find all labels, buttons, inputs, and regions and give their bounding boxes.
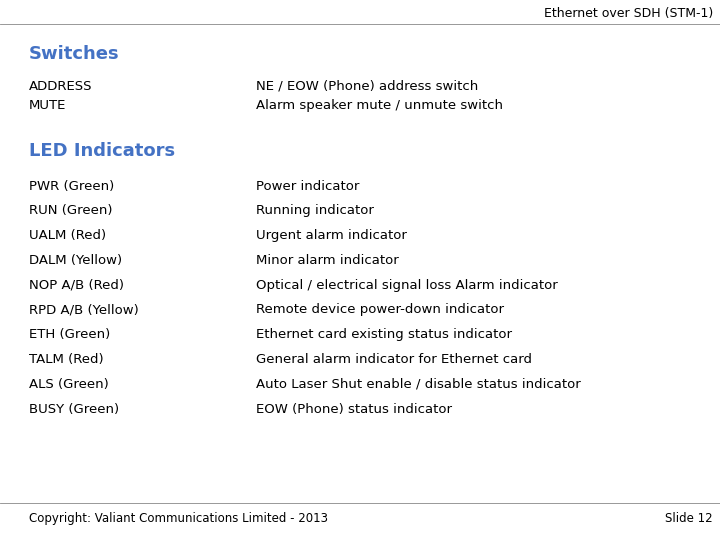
Text: Power indicator: Power indicator — [256, 180, 359, 193]
Text: TALM (Red): TALM (Red) — [29, 353, 104, 366]
Text: Urgent alarm indicator: Urgent alarm indicator — [256, 229, 407, 242]
Text: Minor alarm indicator: Minor alarm indicator — [256, 254, 398, 267]
Text: Optical / electrical signal loss Alarm indicator: Optical / electrical signal loss Alarm i… — [256, 279, 557, 292]
Text: Switches: Switches — [29, 45, 120, 63]
Text: RUN (Green): RUN (Green) — [29, 204, 112, 217]
Text: BUSY (Green): BUSY (Green) — [29, 403, 119, 416]
Text: PWR (Green): PWR (Green) — [29, 180, 114, 193]
Text: RPD A/B (Yellow): RPD A/B (Yellow) — [29, 303, 138, 316]
Text: ETH (Green): ETH (Green) — [29, 328, 110, 341]
Text: UALM (Red): UALM (Red) — [29, 229, 106, 242]
Text: EOW (Phone) status indicator: EOW (Phone) status indicator — [256, 403, 451, 416]
Text: Auto Laser Shut enable / disable status indicator: Auto Laser Shut enable / disable status … — [256, 378, 580, 391]
Text: MUTE: MUTE — [29, 99, 66, 112]
Text: DALM (Yellow): DALM (Yellow) — [29, 254, 122, 267]
Text: ADDRESS: ADDRESS — [29, 80, 92, 93]
Text: NE / EOW (Phone) address switch: NE / EOW (Phone) address switch — [256, 80, 478, 93]
Text: LED Indicators: LED Indicators — [29, 142, 175, 160]
Text: General alarm indicator for Ethernet card: General alarm indicator for Ethernet car… — [256, 353, 531, 366]
Text: Ethernet card existing status indicator: Ethernet card existing status indicator — [256, 328, 512, 341]
Text: NOP A/B (Red): NOP A/B (Red) — [29, 279, 124, 292]
Text: ALS (Green): ALS (Green) — [29, 378, 109, 391]
Text: Remote device power-down indicator: Remote device power-down indicator — [256, 303, 503, 316]
Text: Running indicator: Running indicator — [256, 204, 374, 217]
Text: Ethernet over SDH (STM-1): Ethernet over SDH (STM-1) — [544, 7, 713, 20]
Text: Slide 12: Slide 12 — [665, 512, 713, 525]
Text: Copyright: Valiant Communications Limited - 2013: Copyright: Valiant Communications Limite… — [29, 512, 328, 525]
Text: Alarm speaker mute / unmute switch: Alarm speaker mute / unmute switch — [256, 99, 503, 112]
